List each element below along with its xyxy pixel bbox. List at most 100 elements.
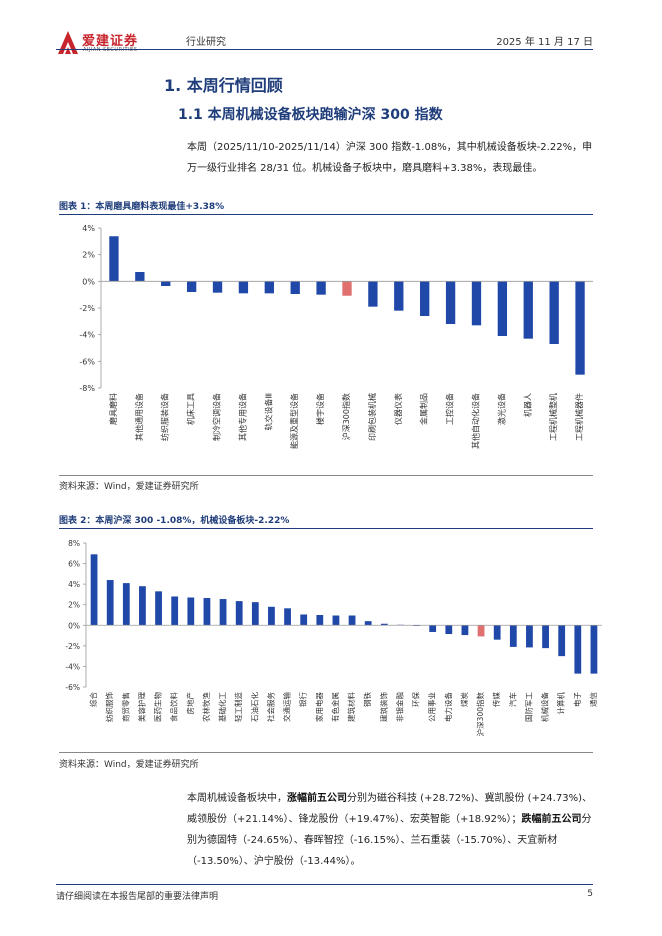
header-divider	[56, 49, 593, 50]
x-tick-label: 金属制品	[419, 393, 429, 425]
company-logo: 爱建证券 AIJIAN SECURITIES	[56, 29, 176, 57]
bar	[526, 625, 533, 648]
top-losers-label: 跌幅前五公司	[521, 814, 582, 825]
bar	[549, 281, 559, 344]
bar	[542, 625, 549, 649]
y-tick-label: -2%	[79, 304, 95, 313]
x-tick-label: 农林牧渔	[201, 692, 211, 722]
y-tick-label: 2%	[82, 251, 95, 260]
x-tick-label: 沪深300指数	[341, 393, 351, 440]
bar	[575, 281, 585, 375]
x-tick-label: 轨交设备Ⅲ	[263, 393, 273, 431]
bar	[264, 281, 274, 294]
y-tick-label: 6%	[68, 560, 80, 569]
bar	[155, 591, 162, 626]
y-tick-label: 8%	[68, 539, 80, 548]
bar	[300, 614, 308, 626]
figure2-title: 图表 2：本周沪深 300 -1.08%，机械设备板块-2.22%	[59, 516, 290, 526]
y-tick-label: -2%	[65, 642, 80, 651]
bar	[235, 601, 243, 626]
figure1-title: 图表 1：本周磨具磨料表现最佳+3.38%	[59, 202, 225, 212]
bar	[332, 615, 340, 626]
x-tick-label: 环保	[412, 692, 421, 707]
x-tick-label: 机器人	[522, 393, 532, 417]
page-number: 5	[587, 889, 593, 899]
y-tick-label: -6%	[79, 357, 95, 366]
aijian-logo-icon	[58, 31, 78, 54]
bar	[109, 236, 119, 282]
company-name-en: AIJIAN SECURITIES	[83, 47, 138, 53]
bar	[509, 625, 517, 647]
bar	[574, 625, 582, 674]
x-tick-label: 制冷空调设备	[212, 393, 222, 441]
movers-text-2: 分别为磁谷科技 (+28.72%)、冀凯股份 (+24.73%)、威领股份（+2…	[187, 793, 592, 825]
figure2-chart: 8% 6% 4% 2% 0% -2% -4% -6% 综合 纺织服饰 商贸零售 美容护理 医药生物 食品饮…	[65, 539, 602, 736]
bar	[203, 598, 211, 626]
y-tick-label: 0%	[68, 621, 80, 630]
figure2-top-rule	[59, 528, 593, 529]
bar	[316, 615, 324, 626]
x-tick-label: 印刷包装机械	[367, 393, 377, 441]
intro-paragraph: 本周（2025/11/10-2025/11/14）沪深 300 指数-1.08%…	[187, 142, 593, 174]
bar	[342, 281, 352, 296]
bar	[122, 583, 130, 626]
x-tick-label: 磨具磨料	[108, 393, 118, 425]
x-tick-label: 商贸零售	[120, 692, 130, 722]
x-tick-label: 房地产	[185, 692, 195, 715]
x-tick-label: 煤炭	[459, 692, 469, 707]
x-tick-label: 通信	[588, 692, 598, 707]
bar	[497, 281, 508, 336]
bar	[268, 606, 275, 626]
x-tick-label: 电子	[572, 692, 582, 707]
page-header: 爱建证券 AIJIAN SECURITIES 行业研究 2025 年 11 月 …	[0, 0, 662, 60]
x-tick-label: 工程机械整机	[548, 393, 558, 441]
x-tick-label: 汽车	[507, 692, 517, 707]
x-tick-label: 其他专用设备	[237, 393, 247, 441]
bar	[429, 625, 437, 632]
bar	[212, 281, 223, 293]
bar	[380, 623, 388, 626]
section-title: 1. 本周行情回顾	[164, 76, 283, 95]
x-tick-label: 公用事业	[427, 692, 437, 722]
x-tick-label: 综合	[88, 692, 98, 707]
x-tick-label: 其他自动化设备	[470, 393, 480, 449]
bar	[394, 281, 404, 311]
bar	[90, 554, 98, 626]
x-tick-label: 楼宇设备	[315, 393, 325, 425]
bar	[316, 281, 326, 295]
bar	[106, 580, 114, 626]
x-tick-label: 银行	[298, 692, 308, 707]
footer-divider	[56, 884, 593, 885]
bar	[590, 625, 598, 674]
figure1-bottom-rule	[59, 475, 593, 476]
y-tick-label: -6%	[65, 683, 80, 692]
bar	[290, 281, 300, 294]
bar	[238, 281, 249, 294]
x-tick-label: 仪器仪表	[393, 393, 403, 425]
x-tick-label: 社会服务	[265, 692, 275, 722]
bar	[251, 602, 259, 626]
bar	[284, 608, 291, 626]
x-tick-label: 激光设备	[496, 393, 506, 425]
x-tick-label: 轻工制造	[233, 692, 243, 722]
y-tick-label: -4%	[79, 331, 95, 340]
x-tick-label: 电力设备	[443, 692, 453, 722]
section-subtitle: 1.1 本周机械设备板块跑输沪深 300 指数	[178, 107, 443, 123]
figure2-bottom-rule	[59, 752, 593, 753]
y-tick-label: 4%	[82, 224, 95, 233]
x-tick-label: 机械设备	[540, 692, 550, 722]
x-tick-label: 有色金属	[330, 692, 340, 722]
bar	[445, 625, 453, 635]
x-tick-label: 美容护理	[136, 692, 146, 722]
x-tick-label: 纺织服饰	[104, 692, 114, 722]
x-tick-label: 钢铁	[362, 692, 372, 707]
y-tick-label: -8%	[79, 384, 95, 393]
report-date: 2025 年 11 月 17 日	[496, 37, 593, 48]
x-tick-label: 工程机械器件	[574, 393, 584, 441]
x-tick-label: 建筑装饰	[378, 692, 388, 722]
x-tick-label: 传媒	[491, 692, 501, 707]
bar	[219, 599, 227, 626]
y-tick-label: 2%	[68, 601, 80, 610]
bar	[186, 281, 197, 292]
figure2-source: 资料来源：Wind，爱建证券研究所	[59, 760, 199, 770]
